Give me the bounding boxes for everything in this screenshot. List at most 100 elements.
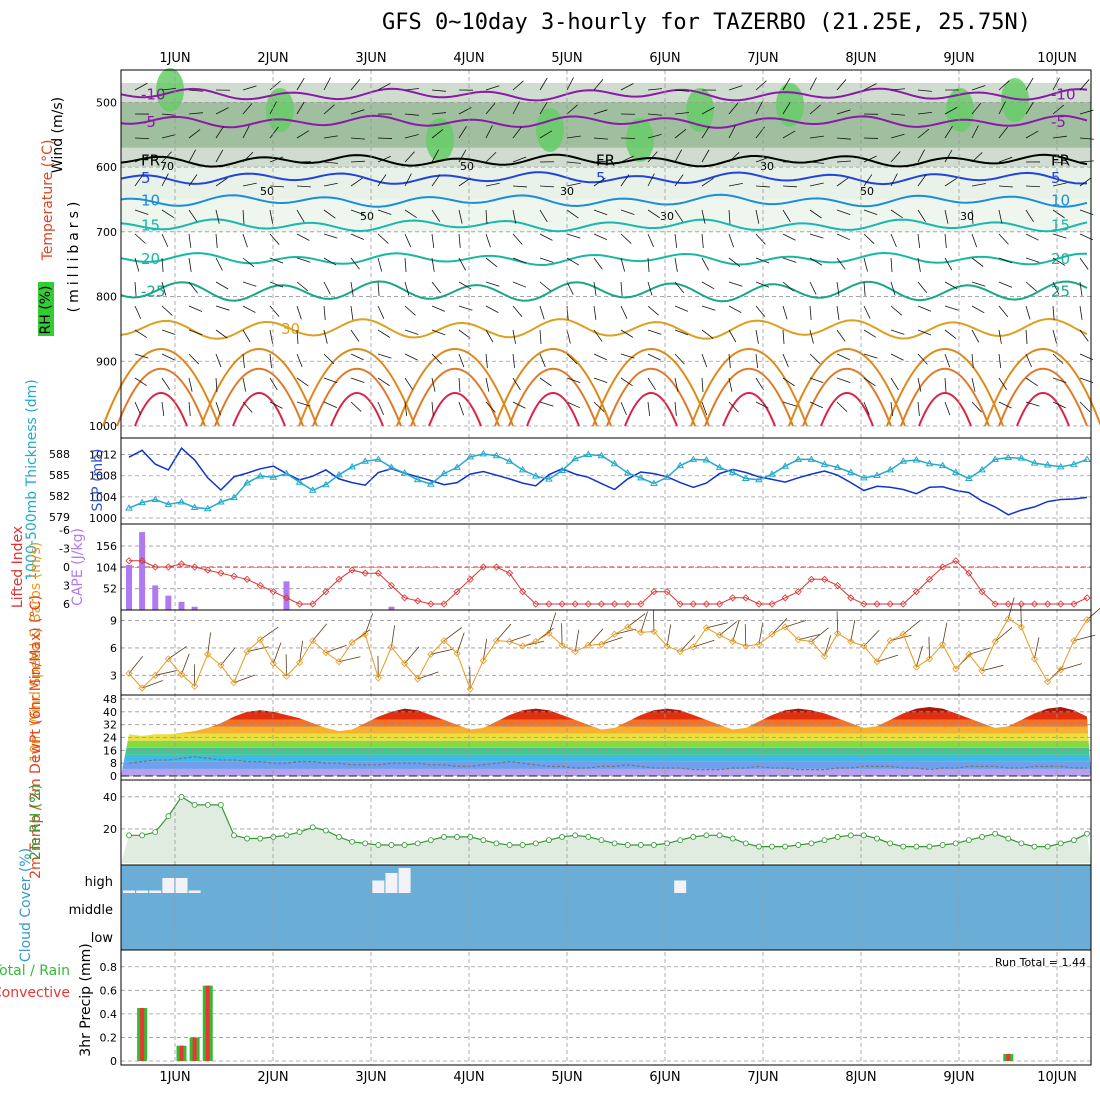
thickness-point xyxy=(308,486,317,493)
wind-barb xyxy=(512,353,515,368)
wind-barb xyxy=(377,329,391,338)
wind-barb xyxy=(1025,329,1028,344)
wind-barb xyxy=(269,305,280,317)
wind-barb xyxy=(512,80,524,91)
surface-heat-contour xyxy=(802,367,892,427)
date-label-top: 7JUN xyxy=(747,51,778,66)
thickness-point xyxy=(584,450,593,457)
wind-speed-point xyxy=(309,637,317,645)
wind-barb xyxy=(161,233,169,247)
wind-barb xyxy=(944,377,947,392)
wind-speed-point xyxy=(204,650,212,658)
date-label-top: 6JUN xyxy=(649,51,680,66)
wind-barb xyxy=(782,77,791,91)
thickness-point xyxy=(820,460,829,467)
contour-label: 10 xyxy=(141,192,160,210)
axis-label-cloud: Cloud Cover (%) xyxy=(18,848,34,962)
wind-barb xyxy=(161,377,171,390)
thickness-point xyxy=(282,469,291,477)
wind-barb xyxy=(485,233,491,248)
wind-barb xyxy=(728,125,736,139)
wind-barb xyxy=(647,305,659,316)
wind-barb xyxy=(377,401,384,416)
cloud-level-label: middle xyxy=(69,903,113,918)
thickness-tick-label: 588 xyxy=(49,448,70,461)
wind-barb xyxy=(701,125,710,139)
wind-barb xyxy=(998,257,1013,264)
wind-barb xyxy=(458,257,466,271)
rh-high-blob xyxy=(536,108,564,152)
wind-barb xyxy=(647,233,654,248)
temperature-contour xyxy=(120,317,1088,340)
lifted-index-point xyxy=(978,588,986,596)
contour-label: -10 xyxy=(1051,86,1076,104)
wind-barb xyxy=(674,128,687,139)
wind-barb xyxy=(215,257,223,271)
wind-barb xyxy=(377,281,380,296)
cloud-high-bar xyxy=(162,878,175,893)
wind-barb xyxy=(863,209,878,215)
thickness-point xyxy=(755,475,763,483)
wind-speed-point xyxy=(1057,666,1065,674)
wind-barb xyxy=(944,257,953,271)
wind-barb-10m xyxy=(272,642,282,664)
wind-barb xyxy=(188,353,200,365)
thickness-point xyxy=(938,461,947,469)
thickness-point xyxy=(781,462,790,469)
wind-barb xyxy=(674,353,685,365)
wind-speed-point xyxy=(414,675,422,683)
wind-barb xyxy=(377,174,387,187)
wind-barb xyxy=(269,156,284,163)
panel-frame-slp xyxy=(120,437,1092,525)
wind-tick-label: 6 xyxy=(110,642,117,655)
wind-barb xyxy=(944,281,958,290)
wind-barb xyxy=(485,125,493,139)
cloud-high-bar xyxy=(136,890,149,893)
wind-barb-10m xyxy=(942,622,948,645)
contour-label: -10 xyxy=(141,86,166,104)
wind-barb xyxy=(701,257,710,271)
wind-barb xyxy=(323,135,338,139)
wind-barb xyxy=(512,329,516,344)
wind-barb xyxy=(296,130,310,139)
surface-heat-contour xyxy=(214,367,304,427)
wind-barb xyxy=(296,185,311,188)
wind-barb xyxy=(836,257,846,270)
wind-speed-point xyxy=(545,629,553,637)
wind-barb xyxy=(431,305,446,312)
wind-barb xyxy=(323,233,338,239)
surface-heat-contour xyxy=(232,392,286,427)
wind-barb xyxy=(593,160,608,163)
wind-barb xyxy=(998,233,1009,245)
wind-barb xyxy=(917,174,927,187)
wind-barb xyxy=(485,305,499,313)
wind-barb xyxy=(836,353,850,361)
wind-barb xyxy=(323,209,336,219)
wind-barb-10m xyxy=(627,613,646,628)
thickness-point xyxy=(321,480,330,488)
thickness-point xyxy=(1043,460,1052,468)
thickness-point xyxy=(663,473,671,480)
lifted-index-point xyxy=(453,588,461,596)
wind-barb-10m xyxy=(744,624,747,647)
wind-barb xyxy=(404,377,414,390)
contour-label: 15 xyxy=(1051,216,1070,234)
wind-barb xyxy=(539,305,545,320)
wind-barb xyxy=(674,112,689,115)
thickness-point xyxy=(203,504,212,512)
precip-convective-bar xyxy=(192,1037,197,1061)
rh-point xyxy=(847,832,854,839)
contour-label: 5 xyxy=(596,169,606,187)
wind-barb xyxy=(377,257,383,272)
wind-barb xyxy=(269,80,281,91)
wind-barb xyxy=(161,353,175,361)
temperature-contour xyxy=(120,114,1088,129)
wind-barb xyxy=(728,233,734,248)
wind-barb xyxy=(701,209,706,224)
thickness-point xyxy=(335,470,343,478)
wind-speed-point xyxy=(860,642,868,650)
temp-tick-label: 48 xyxy=(103,693,117,706)
wind-barb-10m xyxy=(404,646,420,664)
wind-barb xyxy=(701,353,708,368)
lifted-index-point xyxy=(610,600,619,608)
